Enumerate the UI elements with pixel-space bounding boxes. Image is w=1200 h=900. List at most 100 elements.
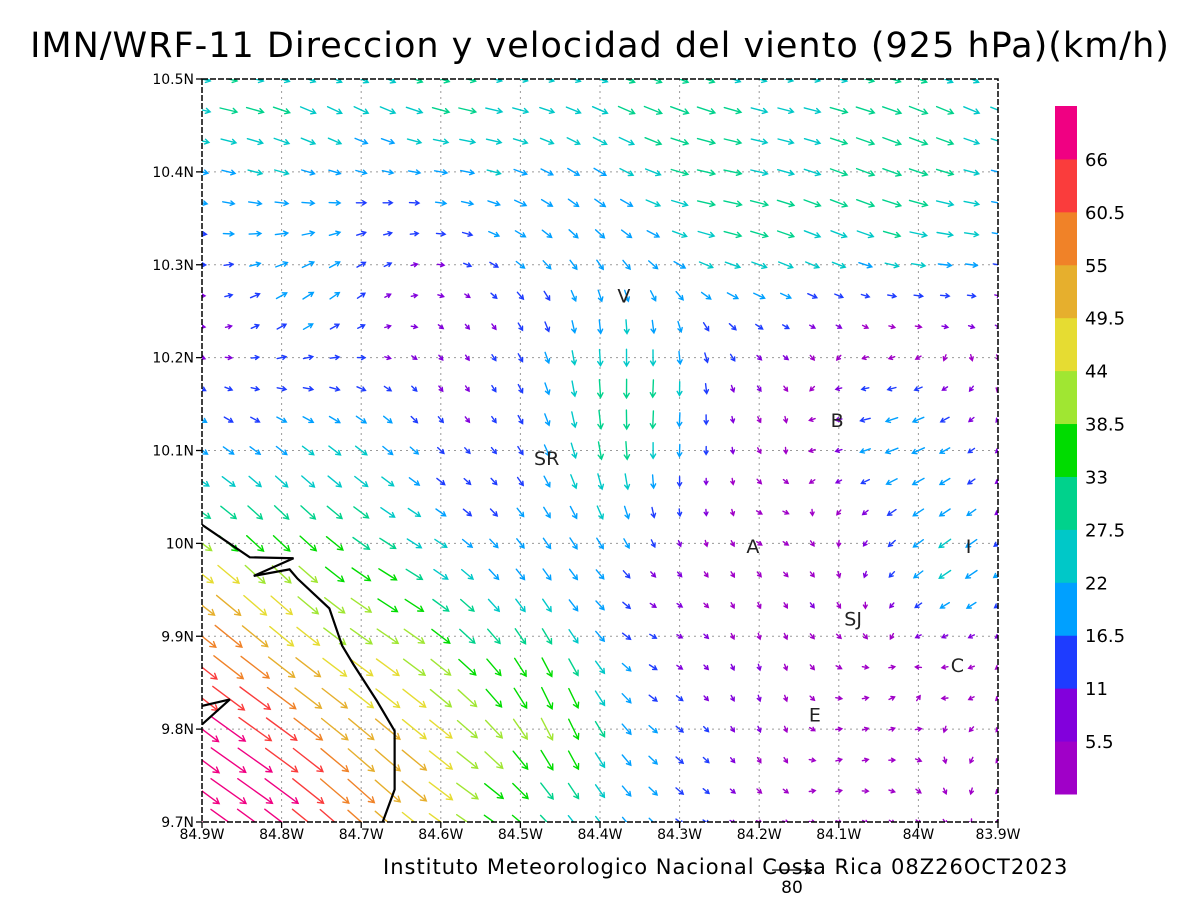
wind-vector [750,107,769,115]
wind-vector [273,137,291,146]
footer-credit: Instituto Meteorologico Nacional Costa R… [383,855,1069,879]
wind-vector [241,625,269,648]
wind-vector [515,260,526,269]
wind-vector [649,602,658,608]
wind-vector [460,598,475,613]
wind-vector [512,107,530,114]
wind-vector [380,507,396,518]
wind-vector [723,106,743,115]
wind-vector [324,566,345,583]
wind-vector [542,568,552,581]
wind-vector [489,538,499,549]
wind-vector [991,201,998,204]
wind-vector [202,728,220,743]
wind-vector [568,599,579,612]
wind-vector [291,808,310,822]
wind-vector [512,138,529,145]
wind-vector [808,757,817,763]
wind-vector [224,386,234,392]
wind-vector [248,200,263,207]
wind-vector [964,569,978,579]
wind-vector [597,409,604,430]
wind-vector [835,819,842,822]
wind-vector [406,138,423,145]
wind-vector [783,385,789,393]
wind-vector [671,230,688,238]
wind-vector [594,660,606,675]
wind-vector [621,693,632,704]
wind-vector [963,137,981,146]
wind-vector [274,200,290,207]
wind-vector [543,290,551,302]
wind-vector [777,138,795,145]
y-tick-label: 9.8N [161,722,194,738]
wind-vector [648,817,657,822]
wind-vector [516,291,525,301]
wind-vector [328,169,342,176]
wind-vector [594,752,606,769]
wind-vector [329,323,341,330]
wind-vector [935,105,955,115]
wind-vector [429,688,453,708]
wind-vector [353,506,370,519]
station-label: A [746,536,759,558]
wind-vector [401,718,428,740]
wind-vector [384,293,392,299]
wind-vector [402,658,427,677]
wind-vector [963,106,981,115]
wind-vector [755,819,762,822]
wind-vector [329,291,341,300]
wind-vector [272,106,292,115]
wind-vector [937,262,953,269]
wind-vector [650,539,656,549]
wind-vector [542,537,552,550]
wind-vector [243,594,268,616]
wind-vector [914,757,923,763]
wind-vectors [202,79,998,822]
wind-vector [566,137,581,146]
wind-vector [884,447,899,455]
wind-vector [569,259,578,271]
wind-vector [803,230,822,239]
wind-vector [221,476,236,488]
wind-vector [756,788,763,794]
wind-vector [697,230,716,238]
wind-vector [809,633,815,640]
wind-vector [202,511,212,519]
wind-vector [755,510,763,515]
wind-vector [487,200,501,207]
wind-vector [202,138,211,145]
wind-vector [913,386,923,392]
x-tick-label: 84.8W [259,827,304,843]
wind-vector [567,198,580,208]
station-label: I [966,536,972,558]
wind-vector [541,686,554,710]
wind-vector [438,354,444,361]
wind-vector [202,790,221,805]
wind-vector [938,569,952,579]
wind-vector [213,655,245,680]
wind-vector [782,478,790,485]
wind-vector [862,819,868,822]
wind-vector [963,231,980,238]
colorbar-label: 55 [1085,256,1108,277]
wind-vector [782,541,790,546]
wind-vector [405,106,424,115]
wind-vector [675,725,685,733]
wind-vector [597,473,605,491]
wind-vector [888,726,897,732]
wind-vector [355,169,368,176]
wind-vector [855,137,876,146]
wind-vector [675,756,685,765]
wind-vector [911,447,926,455]
wind-vector [245,106,265,115]
wind-vector [676,633,684,639]
wind-vector [464,416,471,424]
wind-vector [212,685,246,711]
wind-vector [220,138,238,145]
wind-vector [490,446,498,455]
wind-vector [544,351,551,365]
wind-vector [994,448,998,454]
wind-vector [351,567,372,582]
wind-vector [411,385,418,392]
